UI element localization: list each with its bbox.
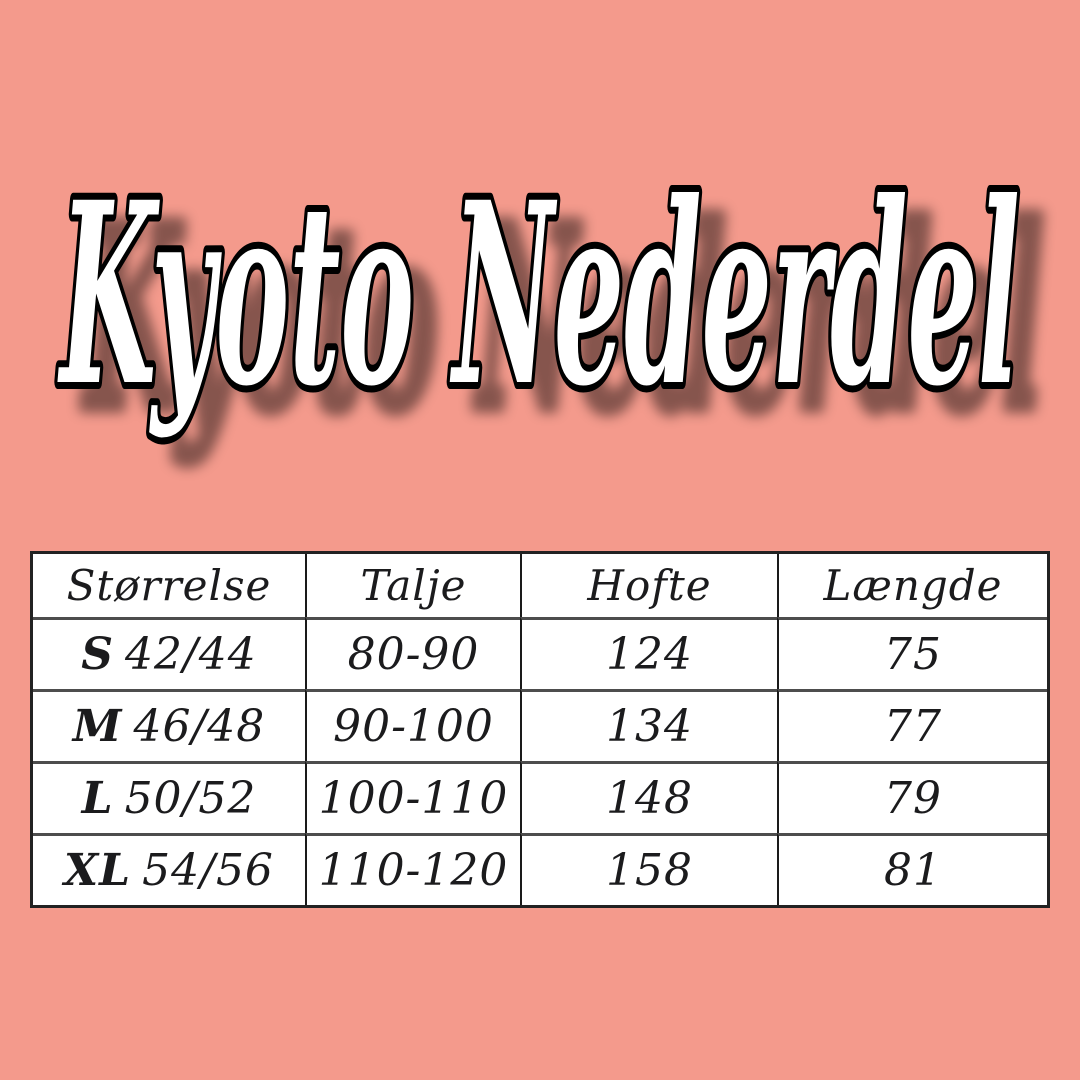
size-range: 42/44 [124,629,257,680]
size-letter: XL [64,845,132,896]
column-header-hofte: Hofte [520,554,777,617]
row-m-talje-cell: 90-100 [305,689,520,761]
row-xl-hofte-cell: 158 [520,833,777,905]
column-header-stoerrelse: Størrelse [66,561,272,610]
row-s-laengde-cell: 75 [777,617,1047,689]
row-m-size-cell: M 46/48 [33,689,305,761]
row-s-talje-cell: 80-90 [305,617,520,689]
size-range: 46/48 [133,701,266,752]
column-header-talje: Talje [305,554,520,617]
size-range: 50/52 [124,773,257,824]
row-s-hofte-cell: 124 [520,617,777,689]
page-title: Kyoto Nederdel [57,148,1020,442]
size-letter: M [72,701,123,752]
row-m-hofte-cell: 134 [520,689,777,761]
title-graphic: Kyoto Nederdel [52,143,1025,447]
column-header-laengde: Længde [777,554,1047,617]
size-chart-table: Størrelse Talje Hofte Længde S 42/44 80-… [30,551,1050,908]
row-s-size-cell: S 42/44 [33,617,305,689]
row-l-hofte-cell: 148 [520,761,777,833]
row-l-laengde-cell: 79 [777,761,1047,833]
size-letter: S [81,629,114,680]
row-xl-laengde-cell: 81 [777,833,1047,905]
size-letter: L [81,773,114,824]
row-xl-size-cell: XL 54/56 [33,833,305,905]
size-range: 54/56 [142,845,274,896]
row-xl-talje-cell: 110-120 [305,833,520,905]
row-m-laengde-cell: 77 [777,689,1047,761]
row-l-talje-cell: 100-110 [305,761,520,833]
row-l-size-cell: L 50/52 [33,761,305,833]
